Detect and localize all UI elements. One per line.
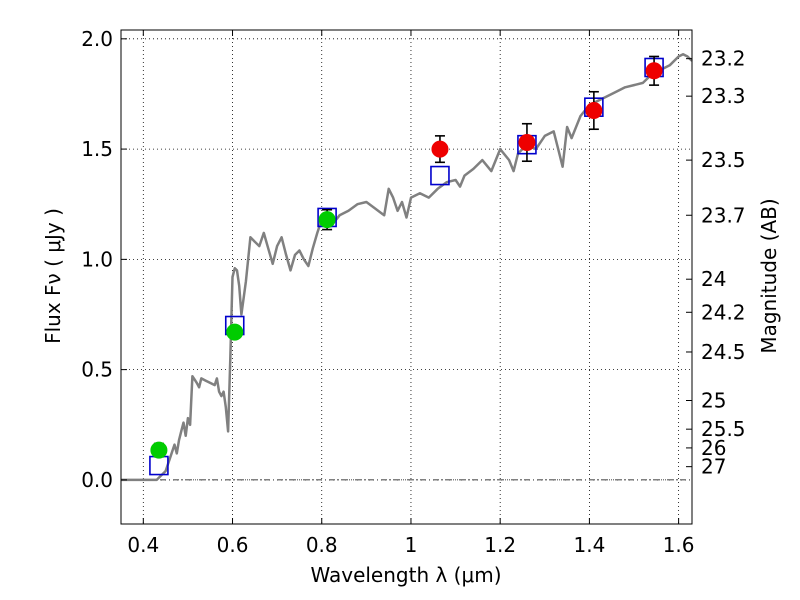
y-tick-label: 0.5 [81,358,113,382]
x-tick-label: 1.4 [573,533,605,557]
y-axis-left: 0.0 0.5 1.0 1.5 2.0 [81,27,127,492]
x-tick-label: 0.4 [127,533,159,557]
x-tick-label: 1 [405,533,418,557]
y-axis-title: Flux Fν ( μJy ) [41,208,65,344]
mag-tick-label: 23.5 [701,148,746,172]
x-tick-label: 1.6 [663,533,695,557]
mag-tick-label: 23.3 [701,84,746,108]
right-y-axis-title: Magnitude (AB) [757,198,781,353]
observed-point-red [645,62,663,80]
mag-tick-label: 23.2 [701,47,746,71]
observed-point-red [518,133,536,151]
y-tick-label: 0.0 [81,468,113,492]
y-tick-label: 2.0 [81,27,113,51]
observed-point-green [226,323,244,341]
mag-tick-label: 23.7 [701,203,746,227]
mag-tick-label: 25.5 [701,417,746,441]
grid-lines [121,30,692,524]
spectrum-group [121,53,693,482]
observed-points-group [150,55,663,459]
observed-point-red [431,140,449,158]
mag-tick-label: 24 [701,267,726,291]
y-tick-label: 1.5 [81,137,113,161]
x-tick-label: 0.8 [306,533,338,557]
mag-tick-label: 27 [701,455,726,479]
x-axis-title: Wavelength λ (μm) [310,563,501,587]
mag-tick-label: 25 [701,389,726,413]
x-axis: 0.4 0.6 0.8 1 1.2 1.4 1.6 [127,30,695,557]
observed-point-green [318,211,336,229]
mag-tick-label: 24.2 [701,300,746,324]
mag-tick-label: 24.5 [701,340,746,364]
x-tick-label: 1.2 [484,533,516,557]
model-photometry-square [430,165,450,186]
spectrum-line [121,53,693,482]
observed-point-green [150,441,168,459]
plot-frame [120,29,693,525]
y-tick-label: 1.0 [81,247,113,271]
x-tick-label: 0.6 [217,533,249,557]
mag-tick-label: 26 [701,436,726,460]
observed-point-red [585,101,603,119]
